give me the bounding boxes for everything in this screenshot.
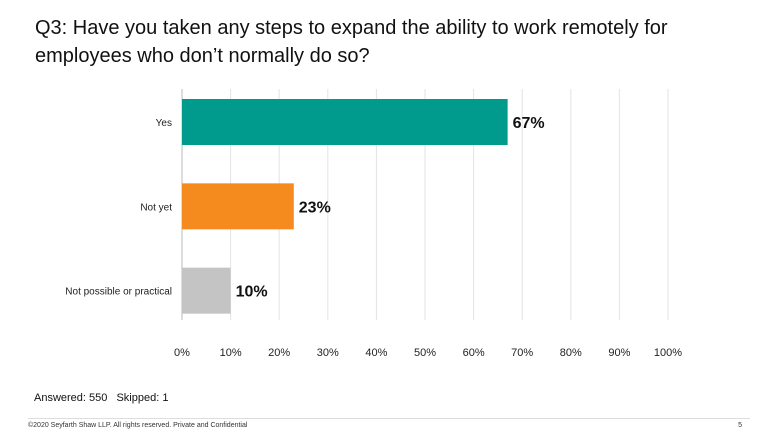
value-label: 10% — [236, 284, 268, 301]
bars — [182, 99, 508, 314]
answered-count: Answered: 550 — [34, 392, 108, 404]
category-label: Yes — [156, 118, 172, 129]
value-labels: 67% 23% 10% — [236, 115, 545, 301]
x-tick-label: 60% — [463, 347, 485, 359]
footer-copyright: ©2020 Seyfarth Shaw LLP. All rights rese… — [28, 422, 248, 429]
category-labels: Yes Not yet Not possible or practical — [65, 118, 172, 298]
bar-chart: Yes Not yet Not possible or practical 67% 2… — [65, 89, 682, 359]
x-tick-label: 20% — [268, 347, 290, 359]
bar — [182, 99, 508, 145]
footer-divider — [28, 418, 750, 419]
x-tick-label: 70% — [511, 347, 533, 359]
value-label: 23% — [299, 199, 331, 216]
page-number: 5 — [738, 422, 742, 429]
category-label: Not yet — [140, 202, 172, 213]
x-tick-label: 50% — [414, 347, 436, 359]
skipped-count: Skipped: 1 — [116, 392, 169, 404]
x-tick-label: 10% — [220, 347, 242, 359]
x-axis-ticks: 0% 10% 20% 30% 40% 50% 60% 70% 80% 90% 100% — [174, 347, 682, 359]
chart-title: Q3: Have you taken any steps to expand t… — [35, 17, 668, 67]
x-tick-label: 0% — [174, 347, 190, 359]
x-tick-label: 100% — [654, 347, 682, 359]
response-stats: Answered: 550 Skipped: 1 — [34, 392, 174, 404]
x-tick-label: 80% — [560, 347, 582, 359]
x-tick-label: 90% — [608, 347, 630, 359]
x-tick-label: 40% — [365, 347, 387, 359]
bar — [182, 183, 294, 230]
value-label: 67% — [513, 115, 545, 132]
category-label: Not possible or practical — [65, 287, 172, 298]
x-tick-label: 30% — [317, 347, 339, 359]
bar — [182, 267, 231, 314]
